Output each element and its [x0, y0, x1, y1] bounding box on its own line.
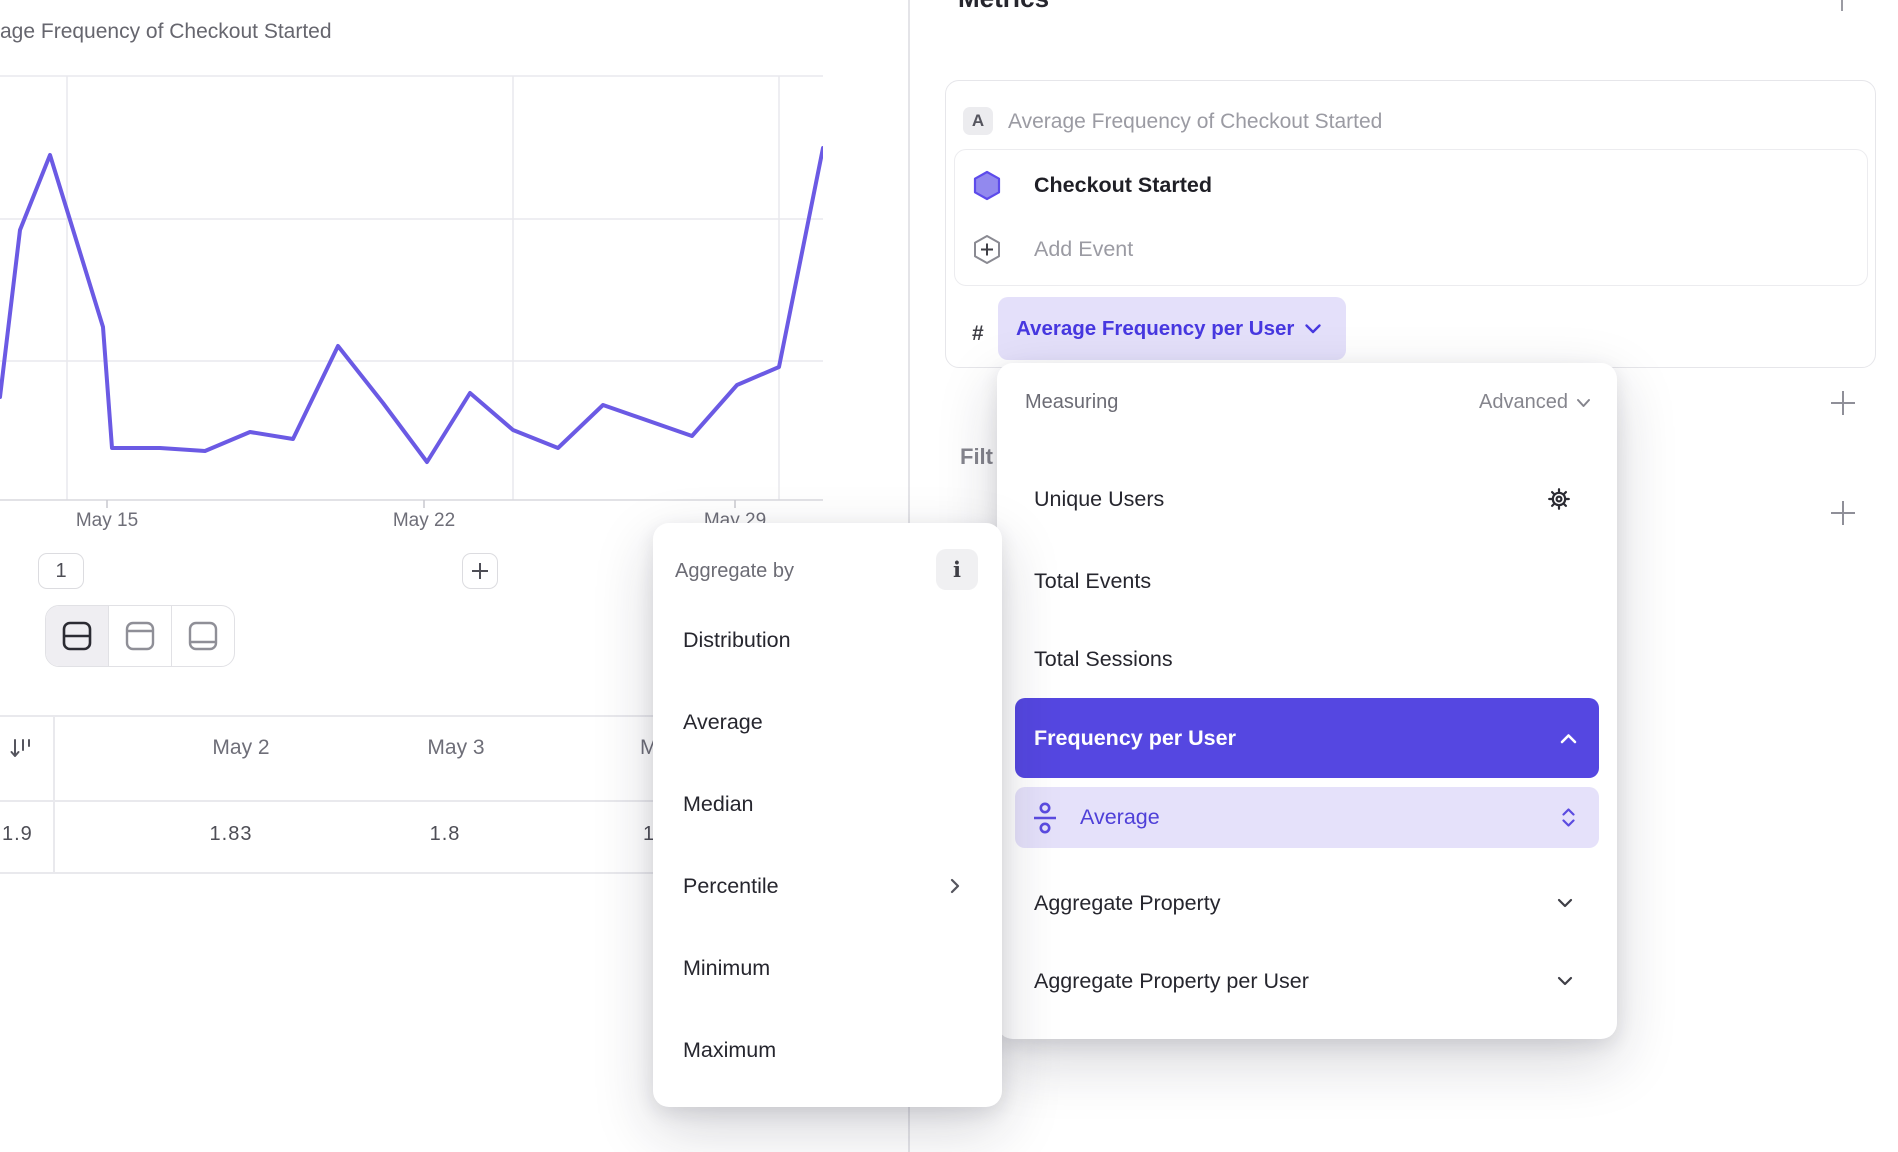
table-cell: 1 [643, 823, 656, 845]
x-axis-label: May 15 [75, 510, 139, 531]
frequency-line-chart[interactable] [0, 75, 823, 512]
chevron-down-icon [1557, 898, 1573, 908]
table-column-divider [53, 715, 55, 872]
add-chart-button[interactable] [462, 553, 498, 589]
add-metric-button[interactable] [1827, 0, 1857, 14]
selected-item-label: Frequency per User [1034, 725, 1236, 750]
x-axis-label: May 22 [392, 510, 456, 531]
chevron-down-icon [1557, 976, 1573, 986]
add-event-hexagon-icon [972, 234, 1002, 265]
top-bar-icon [123, 619, 157, 653]
table-border [0, 872, 908, 874]
aggregate-by-title: Aggregate by [675, 560, 794, 582]
event-hexagon-icon [972, 170, 1002, 201]
table-cell: 1.83 [209, 823, 253, 845]
table-header-cell[interactable]: May 3 [427, 736, 485, 759]
menu-item-label: Unique Users [1034, 486, 1165, 511]
add-filter-button[interactable] [1828, 388, 1858, 418]
menu-item-label: Total Sessions [1034, 646, 1173, 671]
advanced-mode-dropdown[interactable]: Advanced [1479, 391, 1591, 414]
subitem-label: Average [1080, 805, 1160, 829]
menu-item-aggregate-property-per-user[interactable]: Aggregate Property per User [997, 949, 1617, 1013]
measurement-type-symbol: # [972, 322, 984, 345]
menu-item-total-sessions[interactable]: Total Sessions [997, 627, 1617, 691]
agg-item-label: Distribution [683, 627, 791, 652]
event-row[interactable]: Checkout Started [972, 170, 1212, 201]
agg-item-average[interactable]: Average [653, 691, 1002, 753]
menu-item-total-events[interactable]: Total Events [997, 549, 1617, 613]
event-list-card: Checkout Started Add Event [954, 149, 1868, 286]
agg-item-median[interactable]: Median [653, 773, 1002, 835]
chevron-down-icon [1577, 398, 1590, 407]
layout-table-only-option[interactable] [172, 606, 234, 666]
info-icon[interactable]: i [936, 549, 978, 590]
agg-item-percentile[interactable]: Percentile [653, 855, 1002, 917]
measurement-label: Average Frequency per User [1016, 316, 1295, 340]
add-event-row[interactable]: Add Event [972, 234, 1133, 265]
menu-item-frequency-per-user-selected[interactable]: Frequency per User [1015, 698, 1599, 778]
measuring-menu: Measuring Advanced Unique Users [997, 363, 1617, 1039]
menu-item-label: Total Events [1034, 568, 1152, 593]
layout-split-option[interactable] [46, 606, 109, 666]
agg-item-label: Median [683, 791, 754, 816]
metrics-section-title: Metrics [958, 0, 1049, 14]
plus-icon [469, 560, 491, 582]
agg-item-label: Percentile [683, 873, 779, 898]
menu-item-label: Aggregate Property [1034, 890, 1221, 915]
add-event-label: Add Event [1034, 237, 1134, 261]
chevron-right-icon [950, 878, 960, 894]
menu-item-unique-users[interactable]: Unique Users [997, 467, 1617, 531]
agg-item-maximum[interactable]: Maximum [653, 1019, 1002, 1081]
filters-section-title: Filt [960, 444, 993, 469]
chart-title: age Frequency of Checkout Started [0, 20, 332, 43]
menu-item-aggregate-property[interactable]: Aggregate Property [997, 871, 1617, 935]
metric-title-input[interactable]: Average Frequency of Checkout Started [1008, 110, 1383, 133]
chevron-up-icon [1560, 733, 1577, 743]
event-name: Checkout Started [1034, 173, 1213, 197]
agg-item-label: Minimum [683, 955, 771, 980]
agg-item-label: Maximum [683, 1037, 777, 1062]
agg-item-distribution[interactable]: Distribution [653, 609, 1002, 671]
metric-card: A Average Frequency of Checkout Started … [945, 80, 1876, 368]
split-horizontal-icon [60, 619, 94, 653]
granularity-button[interactable]: 1 [38, 553, 84, 589]
chevron-down-icon [1305, 323, 1322, 333]
table-border [0, 715, 908, 717]
up-down-chevrons-icon [1562, 808, 1575, 827]
gear-icon[interactable] [1545, 485, 1573, 513]
bottom-bar-icon [186, 619, 220, 653]
menu-item-label: Aggregate Property per User [1034, 968, 1309, 993]
divide-icon [1032, 801, 1058, 835]
table-layout-toggle [45, 605, 235, 667]
layout-chart-only-option[interactable] [109, 606, 172, 666]
metric-letter-badge: A [963, 107, 993, 135]
table-header-cell[interactable]: May 2 [212, 736, 270, 759]
measuring-menu-label: Measuring [1025, 391, 1119, 413]
measurement-dropdown[interactable]: Average Frequency per User [998, 297, 1346, 360]
table-cell: 1.8 [429, 823, 461, 845]
agg-item-label: Average [683, 709, 763, 734]
advanced-mode-label: Advanced [1479, 391, 1568, 413]
menu-subitem-average[interactable]: Average [1015, 787, 1599, 848]
sort-icon[interactable] [8, 736, 34, 762]
aggregate-by-menu: Aggregate by i Distribution Average Medi… [653, 523, 1002, 1107]
agg-item-minimum[interactable]: Minimum [653, 937, 1002, 999]
table-cell: 1.9 [2, 823, 33, 845]
add-breakdown-button[interactable] [1828, 498, 1858, 528]
table-border [0, 800, 908, 802]
